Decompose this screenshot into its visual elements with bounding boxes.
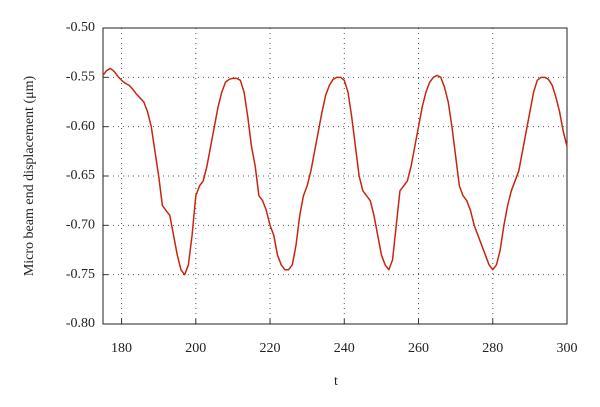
plot-frame [102, 27, 568, 325]
y-tick-label: -0.65 [66, 168, 95, 183]
y-tick-label: -0.50 [66, 20, 95, 35]
y-tick-label: -0.70 [66, 218, 95, 233]
y-tick-label: -0.60 [66, 119, 95, 134]
x-tick-label: 220 [260, 341, 281, 356]
x-tick-label: 240 [334, 341, 355, 356]
x-tick-label: 300 [557, 341, 578, 356]
y-tick-label: -0.80 [66, 316, 95, 331]
x-axis-label: t [334, 374, 338, 389]
y-tick-label: -0.75 [66, 267, 95, 282]
x-tick-label: 200 [185, 341, 206, 356]
x-tick-label: 180 [111, 341, 132, 356]
x-tick-label: 280 [482, 341, 503, 356]
y-axis-label: Micro beam end displacement (μm) [22, 75, 37, 276]
data-line [102, 67, 568, 276]
y-tick-label: -0.55 [66, 70, 95, 85]
x-tick-label: 260 [408, 341, 429, 356]
